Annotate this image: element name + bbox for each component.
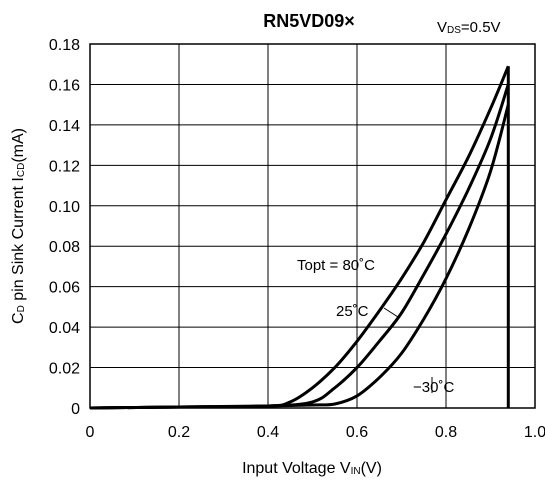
plot-frame xyxy=(89,43,536,409)
chart-title: RN5VD09× xyxy=(263,11,355,31)
x-tick-label: 0.2 xyxy=(168,424,190,441)
x-tick-labels: 0 0.2 0.4 0.6 0.8 1.0 xyxy=(86,424,545,441)
y-tick-label: 0.12 xyxy=(49,158,80,175)
series-label-25c: 25˚C xyxy=(336,303,369,320)
x-axis-label: Input Voltage VIN(V) xyxy=(242,460,382,477)
y-tick-label: 0.14 xyxy=(49,118,80,135)
y-axis-label: CD pin Sink Current ICD(mA) xyxy=(10,128,27,324)
y-tick-label: 0.10 xyxy=(49,199,80,216)
x-tick-label: 0.6 xyxy=(346,424,368,441)
series-label-minus30c: −30˚C xyxy=(413,379,454,396)
x-tick-label: 0.8 xyxy=(435,424,457,441)
x-tick-label: 0 xyxy=(86,424,95,441)
series-curves xyxy=(89,65,510,410)
y-tick-label: 0.16 xyxy=(49,77,80,94)
x-tick-label: 0.4 xyxy=(257,424,279,441)
series-label-80c: Topt = 80˚C xyxy=(297,257,375,274)
y-tick-label: 0 xyxy=(71,401,80,418)
series-leader-25c xyxy=(383,307,399,318)
y-tick-label: 0.06 xyxy=(49,280,80,297)
x-tick-label: 1.0 xyxy=(524,424,545,441)
y-tick-label: 0.18 xyxy=(49,37,80,54)
y-tick-label: 0.02 xyxy=(49,361,80,378)
grid-lines xyxy=(90,44,535,408)
y-tick-label: 0.04 xyxy=(49,320,80,337)
y-tick-label: 0.08 xyxy=(49,239,80,256)
y-tick-labels: 0 0.02 0.04 0.06 0.08 0.10 0.12 0.14 0.16 0.18 xyxy=(49,37,80,418)
condition-label: VDS=0.5V xyxy=(437,19,501,36)
curve-minus30c xyxy=(89,104,510,410)
